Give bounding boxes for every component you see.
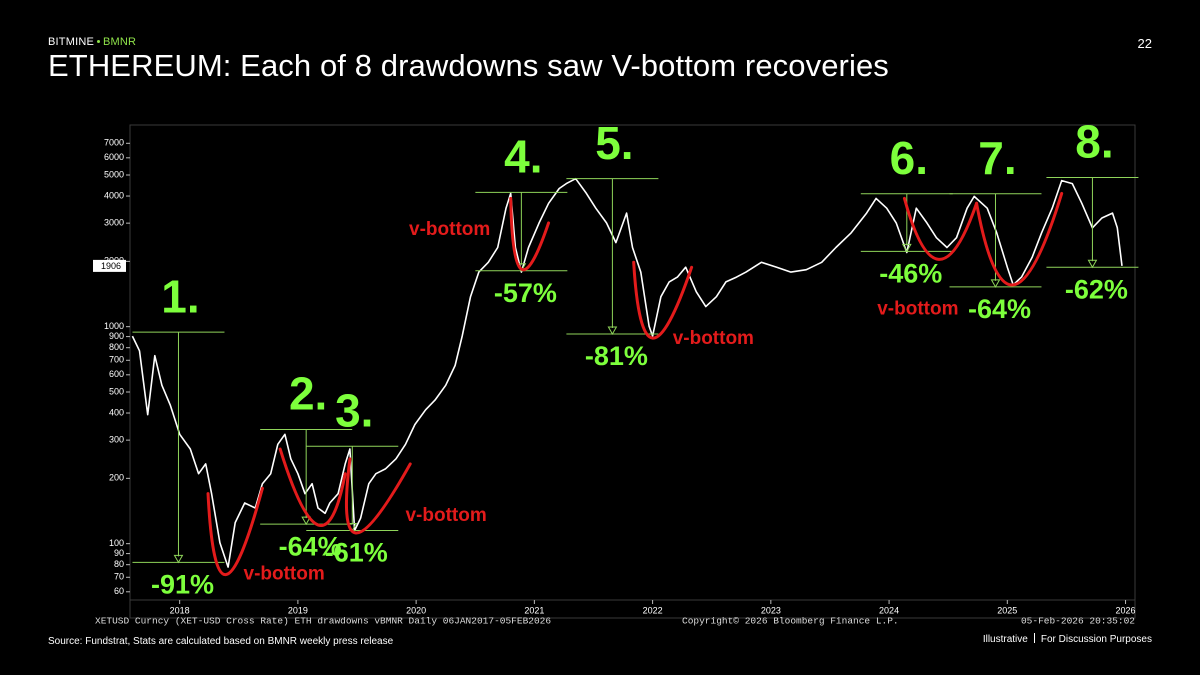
y-tick-label: 1000 xyxy=(104,321,124,331)
drawdown-pct: -81% xyxy=(585,341,648,371)
x-tick-label: 2025 xyxy=(997,605,1017,615)
y-tick-label: 600 xyxy=(109,369,124,379)
y-tick-label: 3000 xyxy=(104,218,124,228)
x-tick-label: 2018 xyxy=(170,605,190,615)
y-tick-label: 300 xyxy=(109,435,124,445)
drawdown-pct: -64% xyxy=(968,294,1031,324)
v-bottom-curve xyxy=(902,196,979,261)
chart-description: XETUSD Curncy (XET-USD Cross Rate) ETH d… xyxy=(95,616,551,627)
ticker: BMNR xyxy=(103,36,137,48)
drawdown-arrow xyxy=(1087,259,1098,269)
v-bottom-curve xyxy=(206,486,264,577)
y-tick-label: 400 xyxy=(109,407,124,417)
v-bottom-curve xyxy=(344,457,412,535)
drawdown-number: 1. xyxy=(161,270,199,322)
v-bottom-label: v-bottom xyxy=(877,299,958,320)
y-tick-label: 4000 xyxy=(104,190,124,200)
drawdown-arrow xyxy=(301,516,312,526)
drawdown-pct: -46% xyxy=(879,259,942,289)
brand-name: BITMINE xyxy=(48,36,95,48)
price-line xyxy=(131,177,1123,568)
y-tick-label: 70 xyxy=(114,572,124,582)
drawdown-number: 3. xyxy=(335,384,373,436)
v-bottom-curve xyxy=(975,191,1064,287)
y-tick-label: 800 xyxy=(109,342,124,352)
drawdown-number: 8. xyxy=(1075,116,1113,168)
disclaimer: Illustrative For Discussion Purposes xyxy=(983,633,1152,645)
v-bottom-curve xyxy=(509,196,551,272)
chart-timestamp: 05-Feb-2026 20:35:02 xyxy=(1021,616,1135,627)
discussion-note: For Discussion Purposes xyxy=(1040,634,1152,645)
y-tick-label: 700 xyxy=(109,355,124,365)
y-tick-label: 500 xyxy=(109,386,124,396)
chart-copyright: Copyright© 2026 Bloomberg Finance L.P. xyxy=(682,616,899,627)
drawdown-pct: -61% xyxy=(325,538,388,568)
y-tick-label: 6000 xyxy=(104,152,124,162)
drawdown-pct: -62% xyxy=(1065,274,1128,304)
x-tick-label: 2022 xyxy=(643,605,663,615)
v-bottom-label: v-bottom xyxy=(409,219,490,240)
illustrative-note: Illustrative xyxy=(982,634,1028,645)
separator xyxy=(1033,633,1035,643)
drawdown-number: 4. xyxy=(504,131,542,183)
v-bottom-label: v-bottom xyxy=(673,328,754,349)
last-price-label: 1906 xyxy=(101,261,121,271)
drawdown-pct: -57% xyxy=(494,278,557,308)
drawdown-number: 6. xyxy=(890,132,928,184)
last-price-tag xyxy=(93,259,126,272)
drawdown-arrow xyxy=(901,243,912,253)
drawdown-number: 5. xyxy=(595,117,633,169)
x-tick-label: 2021 xyxy=(524,605,544,615)
y-tick-label: 900 xyxy=(109,331,124,341)
drawdown-number: 2. xyxy=(289,368,327,420)
v-bottom-label: v-bottom xyxy=(244,564,325,585)
source-note: Source: Fundstrat, Stats are calculated … xyxy=(48,636,394,647)
x-tick-label: 2023 xyxy=(761,605,781,615)
page-number: 22 xyxy=(1137,36,1152,51)
y-tick-label: 100 xyxy=(109,538,124,548)
y-tick-label: 7000 xyxy=(104,138,124,148)
x-tick-label: 2020 xyxy=(406,605,426,615)
v-bottom-curve xyxy=(632,260,694,340)
y-tick-label: 80 xyxy=(114,559,124,569)
separator-dot xyxy=(97,39,101,43)
x-tick-label: 2024 xyxy=(879,605,899,615)
v-bottom-label: v-bottom xyxy=(405,505,486,526)
drawdown-arrow xyxy=(607,326,618,336)
y-tick-label: 60 xyxy=(114,586,124,596)
brand: BITMINE BMNR xyxy=(48,36,136,48)
x-tick-label: 2026 xyxy=(1116,605,1136,615)
drawdown-number: 7. xyxy=(978,132,1016,184)
v-bottom-curve xyxy=(278,447,347,527)
drawdown-arrow xyxy=(173,554,184,564)
drawdown-arrow xyxy=(990,279,1001,288)
x-axis-band xyxy=(129,599,1136,619)
x-tick-label: 2019 xyxy=(288,605,308,615)
drawdown-pct: -64% xyxy=(279,531,342,561)
drawdown-pct: -91% xyxy=(151,569,214,599)
y-tick-label: 5000 xyxy=(104,169,124,179)
y-tick-label: 90 xyxy=(114,548,124,558)
slide-title: ETHEREUM: Each of 8 drawdowns saw V-bott… xyxy=(48,48,889,83)
y-tick-label: 200 xyxy=(109,473,124,483)
